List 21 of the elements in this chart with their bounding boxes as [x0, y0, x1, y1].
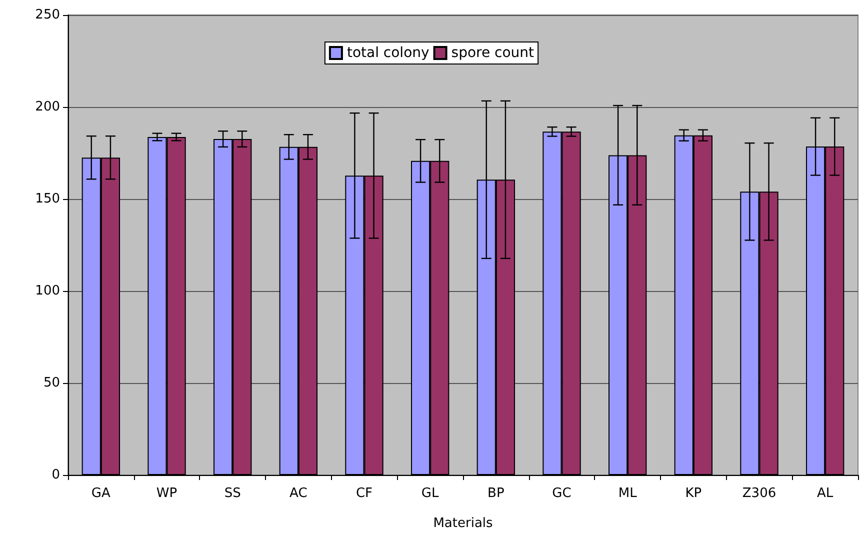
x-tick-label: GL	[421, 486, 440, 501]
x-tick-label: GA	[91, 486, 111, 501]
legend-label: spore count	[451, 45, 535, 61]
y-tick-label: 0	[52, 468, 60, 482]
y-tick-label: 100	[35, 284, 60, 298]
y-tick-label: 150	[35, 192, 60, 206]
x-tick-label: AC	[290, 486, 308, 501]
y-tick-label: 50	[43, 376, 60, 390]
x-tick-label: ML	[618, 486, 638, 501]
legend-label: total colony	[346, 45, 430, 61]
x-tick-label: BP	[488, 486, 504, 501]
y-tick-label: 250	[35, 8, 60, 22]
x-tick-label: CF	[356, 486, 373, 501]
x-tick-label: Z306	[742, 486, 776, 501]
x-tick-label: AL	[817, 486, 834, 501]
x-tick-label: GC	[552, 486, 572, 501]
y-tick-label: 200	[35, 100, 60, 114]
x-axis-title: Materials	[433, 516, 494, 531]
x-tick-label: KP	[685, 486, 702, 501]
x-tick-label: SS	[224, 486, 241, 501]
x-tick-label: WP	[156, 486, 178, 501]
